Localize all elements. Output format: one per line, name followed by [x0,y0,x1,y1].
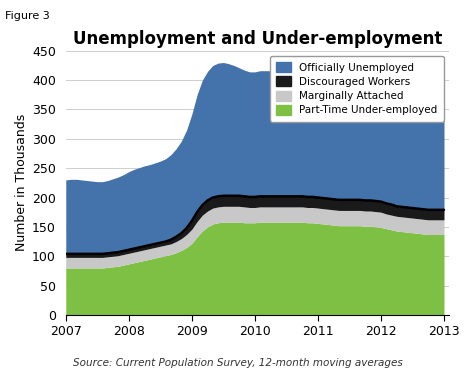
Text: Source: Current Population Survey, 12-month moving averages: Source: Current Population Survey, 12-mo… [73,358,402,368]
Y-axis label: Number in Thousands: Number in Thousands [15,114,28,252]
Legend: Officially Unemployed, Discouraged Workers, Marginally Attached, Part-Time Under: Officially Unemployed, Discouraged Worke… [270,56,444,122]
Text: Figure 3: Figure 3 [5,11,49,21]
Title: Unemployment and Under-employment: Unemployment and Under-employment [73,30,442,48]
